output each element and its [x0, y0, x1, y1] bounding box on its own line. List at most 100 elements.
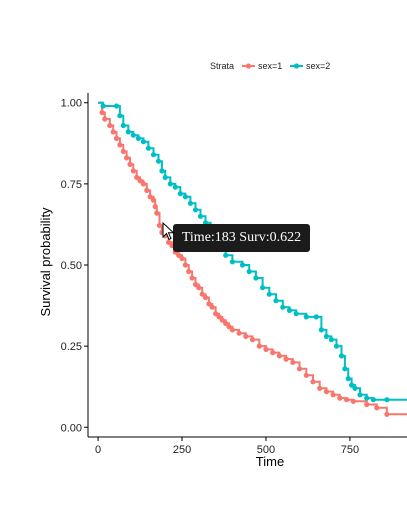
censor-point-sex-1[interactable]	[176, 252, 182, 258]
censor-point-sex-1[interactable]	[120, 148, 126, 154]
censor-point-sex-1[interactable]	[303, 372, 309, 378]
censor-point-sex-2[interactable]	[323, 333, 329, 339]
censor-point-sex-1[interactable]	[137, 178, 143, 184]
censor-point-sex-1[interactable]	[196, 285, 202, 291]
censor-point-sex-2[interactable]	[266, 291, 272, 297]
censor-point-sex-1[interactable]	[156, 222, 163, 228]
censor-point-sex-1[interactable]	[374, 405, 380, 411]
censor-point-sex-2[interactable]	[313, 314, 319, 320]
censor-point-sex-1[interactable]	[330, 392, 336, 398]
censor-point-sex-2[interactable]	[177, 191, 183, 197]
censor-point-sex-1[interactable]	[229, 327, 235, 333]
censor-point-sex-2[interactable]	[117, 113, 123, 119]
censor-point-sex-1[interactable]	[323, 389, 329, 395]
censor-point-sex-2[interactable]	[253, 275, 259, 281]
censor-point-sex-1[interactable]	[350, 398, 356, 404]
censor-point-sex-2[interactable]	[384, 397, 390, 403]
censor-point-sex-2[interactable]	[370, 397, 376, 403]
censor-point-sex-2[interactable]	[303, 314, 309, 320]
censor-point-sex-1[interactable]	[166, 239, 172, 245]
censor-point-sex-2[interactable]	[167, 181, 173, 187]
censor-point-sex-2[interactable]	[187, 200, 193, 206]
censor-point-sex-1[interactable]	[99, 109, 105, 116]
censor-point-sex-2[interactable]	[260, 285, 266, 291]
censor-point-sex-1[interactable]	[317, 385, 323, 391]
censor-point-sex-2[interactable]	[100, 103, 106, 109]
censor-point-sex-1[interactable]	[199, 291, 205, 297]
censor-point-sex-2[interactable]	[293, 311, 299, 317]
censor-point-sex-2[interactable]	[273, 298, 279, 304]
censor-point-sex-2[interactable]	[159, 168, 165, 174]
censor-point-sex-1[interactable]	[124, 155, 130, 161]
censor-point-sex-2[interactable]	[150, 152, 157, 158]
censor-point-sex-2[interactable]	[172, 184, 178, 190]
censor-point-sex-1[interactable]	[256, 343, 262, 349]
censor-point-sex-1[interactable]	[384, 411, 390, 417]
censor-point-sex-1[interactable]	[344, 397, 350, 403]
censor-point-sex-2[interactable]	[192, 207, 199, 213]
censor-point-sex-1[interactable]	[140, 181, 146, 187]
censor-point-sex-1[interactable]	[134, 174, 140, 180]
censor-point-sex-2[interactable]	[333, 343, 340, 349]
censor-point-sex-2[interactable]	[286, 307, 293, 313]
censor-point-sex-1[interactable]	[337, 395, 343, 401]
censor-point-sex-2[interactable]	[223, 252, 229, 258]
censor-point-sex-2[interactable]	[246, 268, 252, 275]
plot-area[interactable]	[98, 101, 407, 417]
censor-point-sex-1[interactable]	[236, 330, 242, 336]
censor-point-sex-2[interactable]	[352, 385, 358, 391]
censor-point-sex-1[interactable]	[364, 401, 370, 408]
censor-point-sex-1[interactable]	[150, 197, 157, 203]
censor-point-sex-1[interactable]	[263, 346, 269, 352]
censor-point-sex-1[interactable]	[310, 379, 316, 385]
censor-point-sex-1[interactable]	[154, 210, 160, 216]
censor-point-sex-2[interactable]	[125, 129, 131, 135]
censor-point-sex-1[interactable]	[144, 187, 150, 193]
censor-point-sex-2[interactable]	[318, 327, 324, 333]
survival-curve-sex-1[interactable]	[98, 101, 407, 416]
censor-point-sex-2[interactable]	[239, 262, 246, 268]
censor-point-sex-1[interactable]	[296, 366, 303, 372]
censor-point-sex-2[interactable]	[328, 337, 334, 343]
censor-point-sex-1[interactable]	[179, 255, 185, 262]
censor-point-sex-1[interactable]	[110, 129, 116, 135]
censor-point-sex-1[interactable]	[223, 320, 229, 326]
censor-point-sex-2[interactable]	[145, 145, 151, 151]
censor-point-sex-1[interactable]	[243, 333, 249, 339]
censor-point-sex-2[interactable]	[349, 382, 355, 388]
censor-point-sex-2[interactable]	[162, 174, 168, 180]
censor-point-sex-1[interactable]	[186, 268, 192, 275]
censor-point-sex-2[interactable]	[130, 132, 136, 138]
censor-point-sex-1[interactable]	[209, 304, 215, 310]
censor-point-sex-1[interactable]	[127, 161, 133, 167]
censor-point-sex-1[interactable]	[290, 359, 296, 365]
censor-point-sex-2[interactable]	[229, 259, 235, 265]
censor-point-sex-2[interactable]	[338, 353, 345, 359]
censor-point-sex-1[interactable]	[107, 122, 113, 129]
censor-point-sex-2[interactable]	[155, 158, 162, 164]
censor-point-sex-1[interactable]	[152, 204, 158, 210]
censor-point-sex-1[interactable]	[147, 194, 153, 200]
censor-point-sex-1[interactable]	[102, 116, 108, 122]
censor-point-sex-2[interactable]	[364, 395, 370, 401]
censor-point-sex-2[interactable]	[197, 213, 204, 219]
censor-point-sex-1[interactable]	[189, 275, 195, 281]
censor-point-sex-1[interactable]	[283, 356, 289, 362]
censor-point-sex-1[interactable]	[270, 350, 276, 356]
censor-point-sex-1[interactable]	[113, 135, 120, 141]
censor-point-sex-1[interactable]	[117, 142, 123, 148]
censor-point-sex-2[interactable]	[342, 366, 348, 372]
censor-point-sex-1[interactable]	[216, 314, 222, 320]
censor-point-sex-1[interactable]	[202, 294, 209, 301]
censor-point-sex-2[interactable]	[140, 139, 146, 145]
censor-point-sex-1[interactable]	[249, 337, 256, 343]
censor-point-sex-2[interactable]	[113, 103, 120, 109]
censor-point-sex-2[interactable]	[357, 392, 363, 398]
censor-point-sex-2[interactable]	[120, 122, 126, 129]
censor-point-sex-2[interactable]	[280, 304, 286, 310]
censor-point-sex-1[interactable]	[182, 262, 188, 268]
legend-item-sex-1[interactable]: sex=1	[242, 61, 282, 71]
censor-point-sex-1[interactable]	[192, 281, 199, 288]
legend-item-sex-2[interactable]: sex=2	[290, 61, 330, 71]
censor-point-sex-1[interactable]	[219, 317, 225, 323]
